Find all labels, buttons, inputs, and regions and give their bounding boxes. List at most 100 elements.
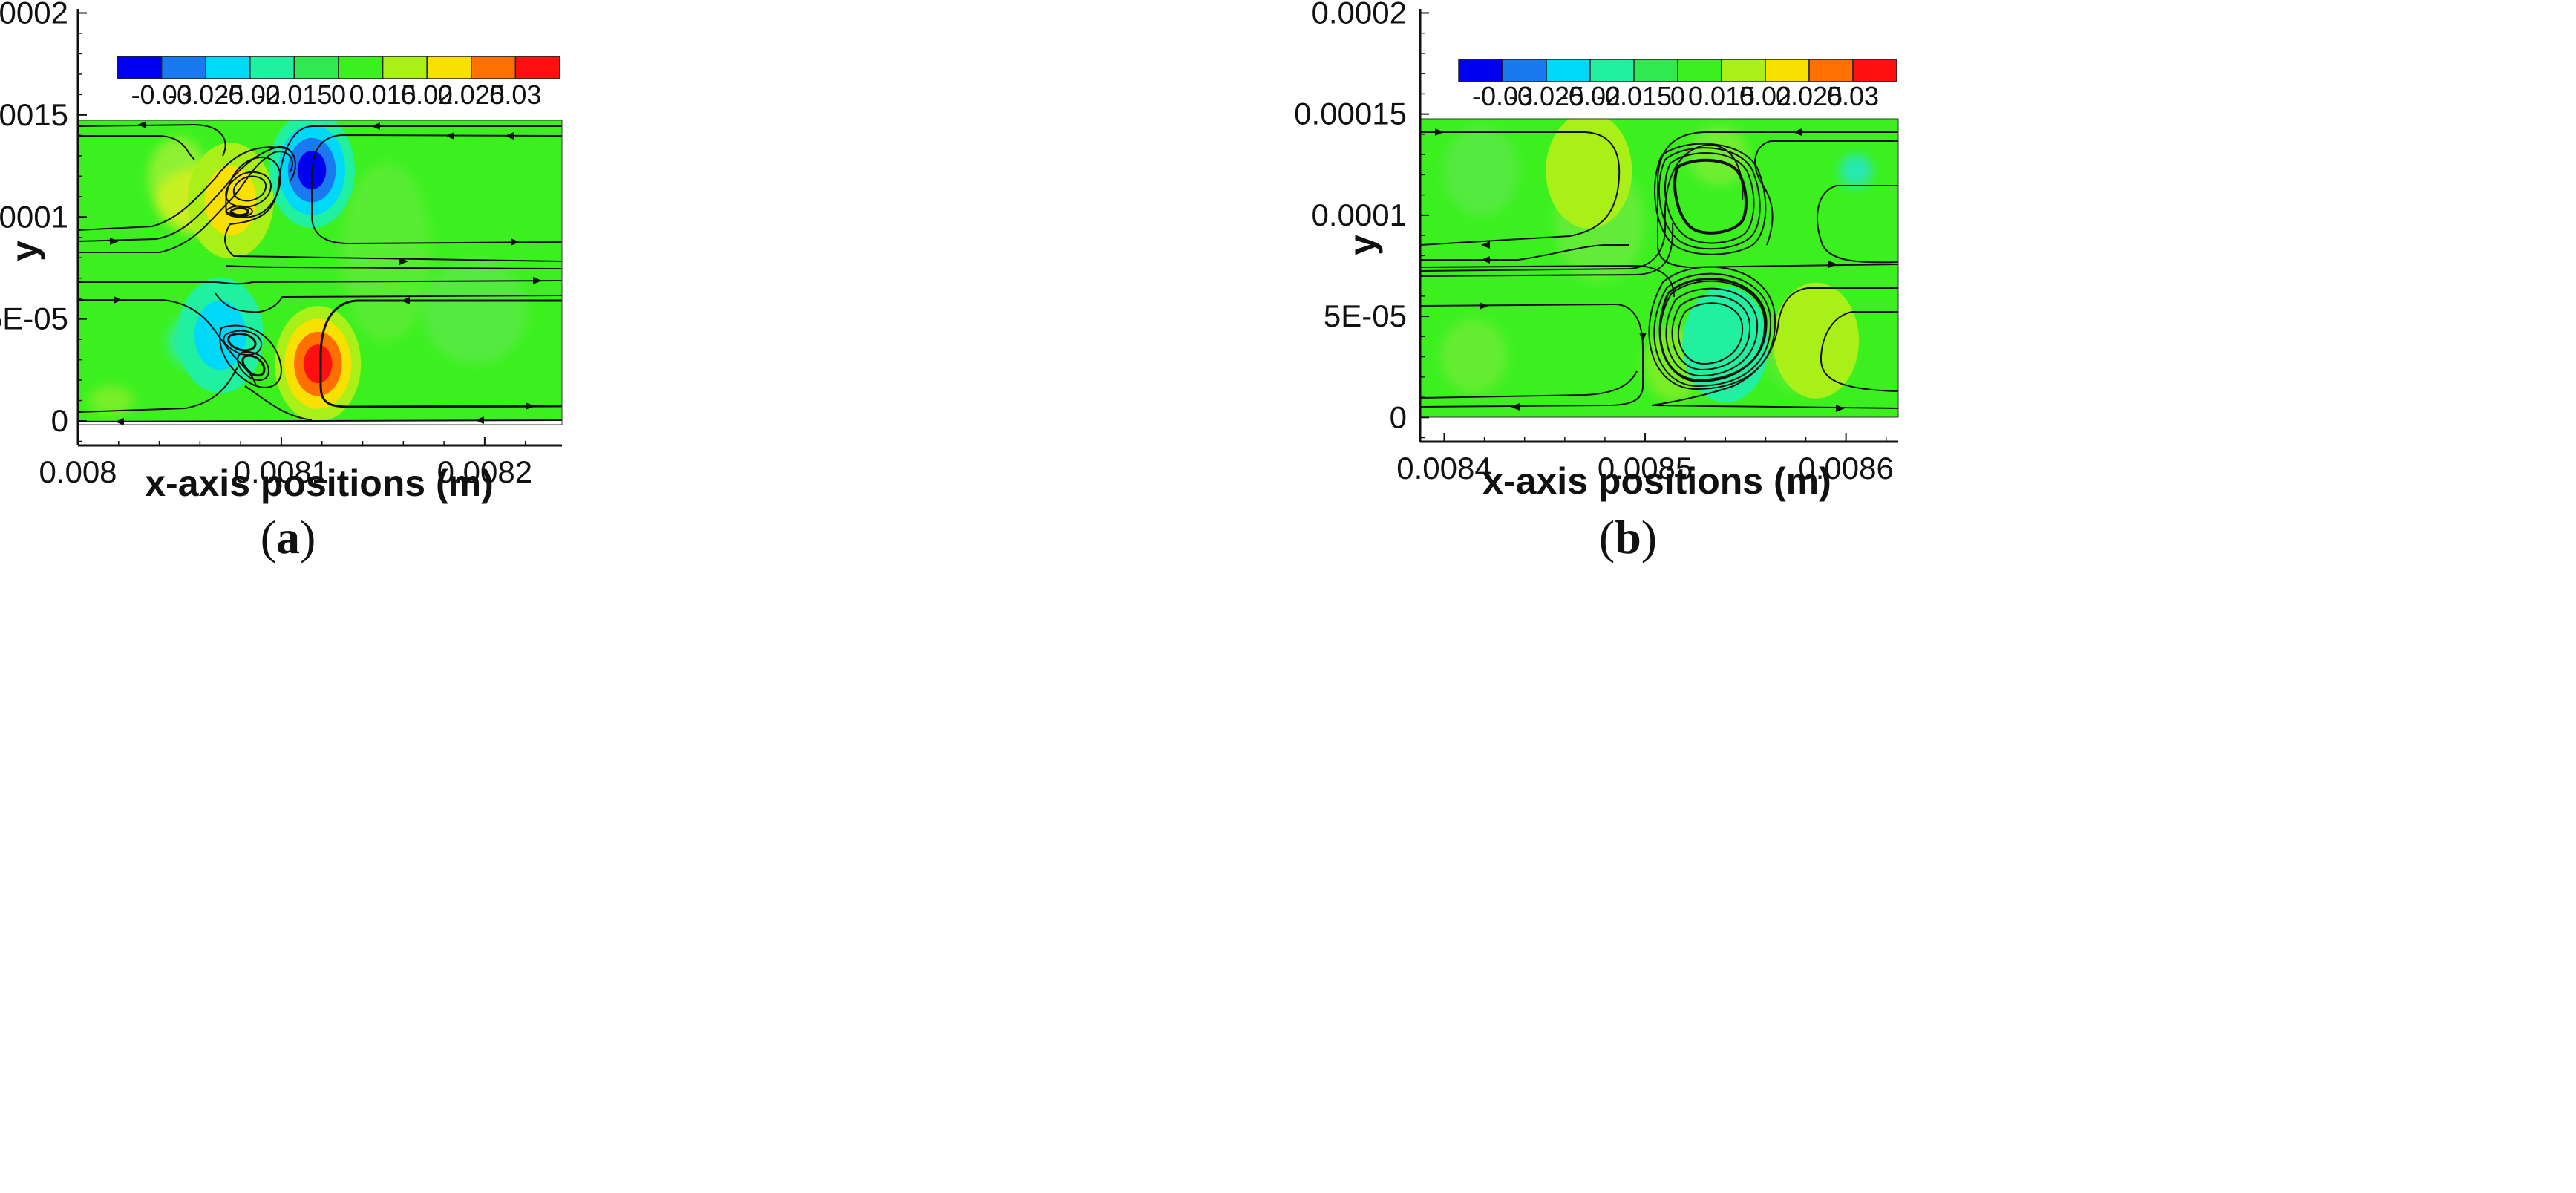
- vortex-ring: [1653, 272, 1772, 388]
- colorbar-label: 0.015: [1688, 81, 1755, 111]
- contour-field-a: [78, 120, 562, 425]
- arrow: [511, 238, 520, 246]
- vortex-ring: [1664, 152, 1755, 244]
- vortex-ring: [1665, 287, 1759, 377]
- x-tick-label: 0.0085: [1598, 451, 1693, 486]
- vortex-ring: [1658, 147, 1761, 250]
- colorbar-label: 0.03: [489, 79, 541, 110]
- colorbar-swatch: [1677, 59, 1722, 82]
- patch: [1444, 126, 1518, 215]
- arrow: [475, 416, 484, 424]
- arrow: [1639, 333, 1647, 341]
- streamline-arrows-b: [1435, 128, 1845, 412]
- colorbar-swatch: [426, 56, 472, 79]
- arrow: [1836, 405, 1845, 412]
- arrow: [505, 132, 514, 140]
- vortex-ring: [241, 354, 266, 377]
- colorbar-label: 0.025: [1776, 81, 1843, 111]
- streamline: [319, 299, 562, 408]
- x-tick-label: 0.0084: [1396, 451, 1491, 486]
- streamline: [78, 146, 287, 231]
- colorbar-swatch: [1633, 59, 1678, 82]
- colorbar-swatch: [293, 56, 339, 79]
- colorbar-swatch: [1589, 59, 1635, 82]
- vortex-ring: [227, 333, 257, 352]
- y-tick-label: 0.0002: [1312, 0, 1407, 30]
- arrow: [115, 418, 124, 425]
- streamline: [1420, 303, 1644, 408]
- y-tick-label: 5E-05: [0, 301, 68, 336]
- patch: [1840, 154, 1872, 187]
- colorbar-swatch: [1502, 59, 1547, 82]
- arrow: [526, 402, 535, 410]
- vortex-ring: [219, 324, 282, 388]
- streamline: [1420, 244, 1629, 261]
- colorbar-swatch: [382, 56, 428, 79]
- arrow: [399, 258, 408, 265]
- colorbar-label: -0.02: [220, 79, 281, 110]
- y-tick-label: 0.0001: [0, 199, 68, 234]
- panel-letter-a: a: [276, 511, 300, 563]
- y-tick-label: 0.0002: [0, 0, 68, 30]
- x-tick-label: 0.0086: [1798, 451, 1893, 486]
- contour-blob: [1546, 119, 1632, 229]
- colorbar-swatch: [160, 56, 206, 79]
- y-tick-label: 0.0001: [1312, 197, 1407, 232]
- colorbar-label: 0.03: [1827, 81, 1879, 111]
- patch: [1440, 319, 1507, 393]
- arrow: [114, 296, 122, 304]
- patch: [89, 386, 134, 416]
- axes-b: 0 5E-05 0.0001 0.00015 0.0002 0.0084 0.0085 0.0…: [1294, 0, 1898, 486]
- y-tick-label: 0: [51, 403, 68, 438]
- colorbar-swatch: [471, 56, 517, 79]
- vortex-ring: [225, 156, 281, 218]
- arrow: [1435, 128, 1444, 136]
- colorbar-label: -0.015: [256, 79, 332, 110]
- arrow: [1511, 403, 1520, 411]
- arrow: [137, 121, 146, 128]
- x-axis-title-a: x-axis positions (m): [145, 463, 494, 504]
- colorbar-label: 0: [1670, 81, 1685, 111]
- colorbar-swatch: [514, 56, 560, 79]
- streamline: [226, 265, 562, 269]
- colorbar-label: 0.02: [1739, 81, 1791, 111]
- colorbar-swatch: [1721, 59, 1766, 82]
- streamline: [1820, 311, 1898, 392]
- streamline: [78, 151, 293, 253]
- streamlines-b: [1420, 131, 1898, 409]
- colorbar-swatch: [205, 56, 251, 79]
- colorbar-swatch: [1852, 59, 1897, 82]
- streamline-arrows-a: [110, 121, 542, 425]
- streamline: [78, 280, 562, 285]
- vortex-ring: [229, 206, 249, 217]
- contour-level: [1546, 119, 1632, 229]
- streamline: [78, 135, 195, 160]
- contour-blob: [1773, 282, 1860, 399]
- contour-blob: [275, 306, 362, 422]
- y-tick-label: 5E-05: [1324, 298, 1407, 333]
- streamline: [1817, 185, 1898, 264]
- patch: [341, 163, 431, 341]
- streamlines-a: [78, 123, 562, 422]
- vortex-ring: [1654, 143, 1767, 255]
- colorbar-label: 0: [331, 79, 346, 110]
- vortex-ring: [1658, 278, 1768, 382]
- arrow: [1481, 256, 1490, 264]
- vortex-ring: [232, 175, 267, 202]
- contour-field-b: [1420, 119, 1898, 417]
- streamline: [311, 134, 562, 245]
- streamline: [215, 292, 562, 313]
- patch: [423, 260, 527, 364]
- vortex-ring: [1671, 295, 1751, 371]
- colorbar-swatch: [338, 56, 384, 79]
- colorbar-label: -0.025: [168, 79, 243, 110]
- x-axis-title-b: x-axis positions (m): [1482, 460, 1831, 502]
- streamline: [1420, 370, 1638, 399]
- streamline: [78, 123, 226, 157]
- y-axis-title-a: y: [4, 241, 45, 261]
- contour-level: [303, 344, 333, 384]
